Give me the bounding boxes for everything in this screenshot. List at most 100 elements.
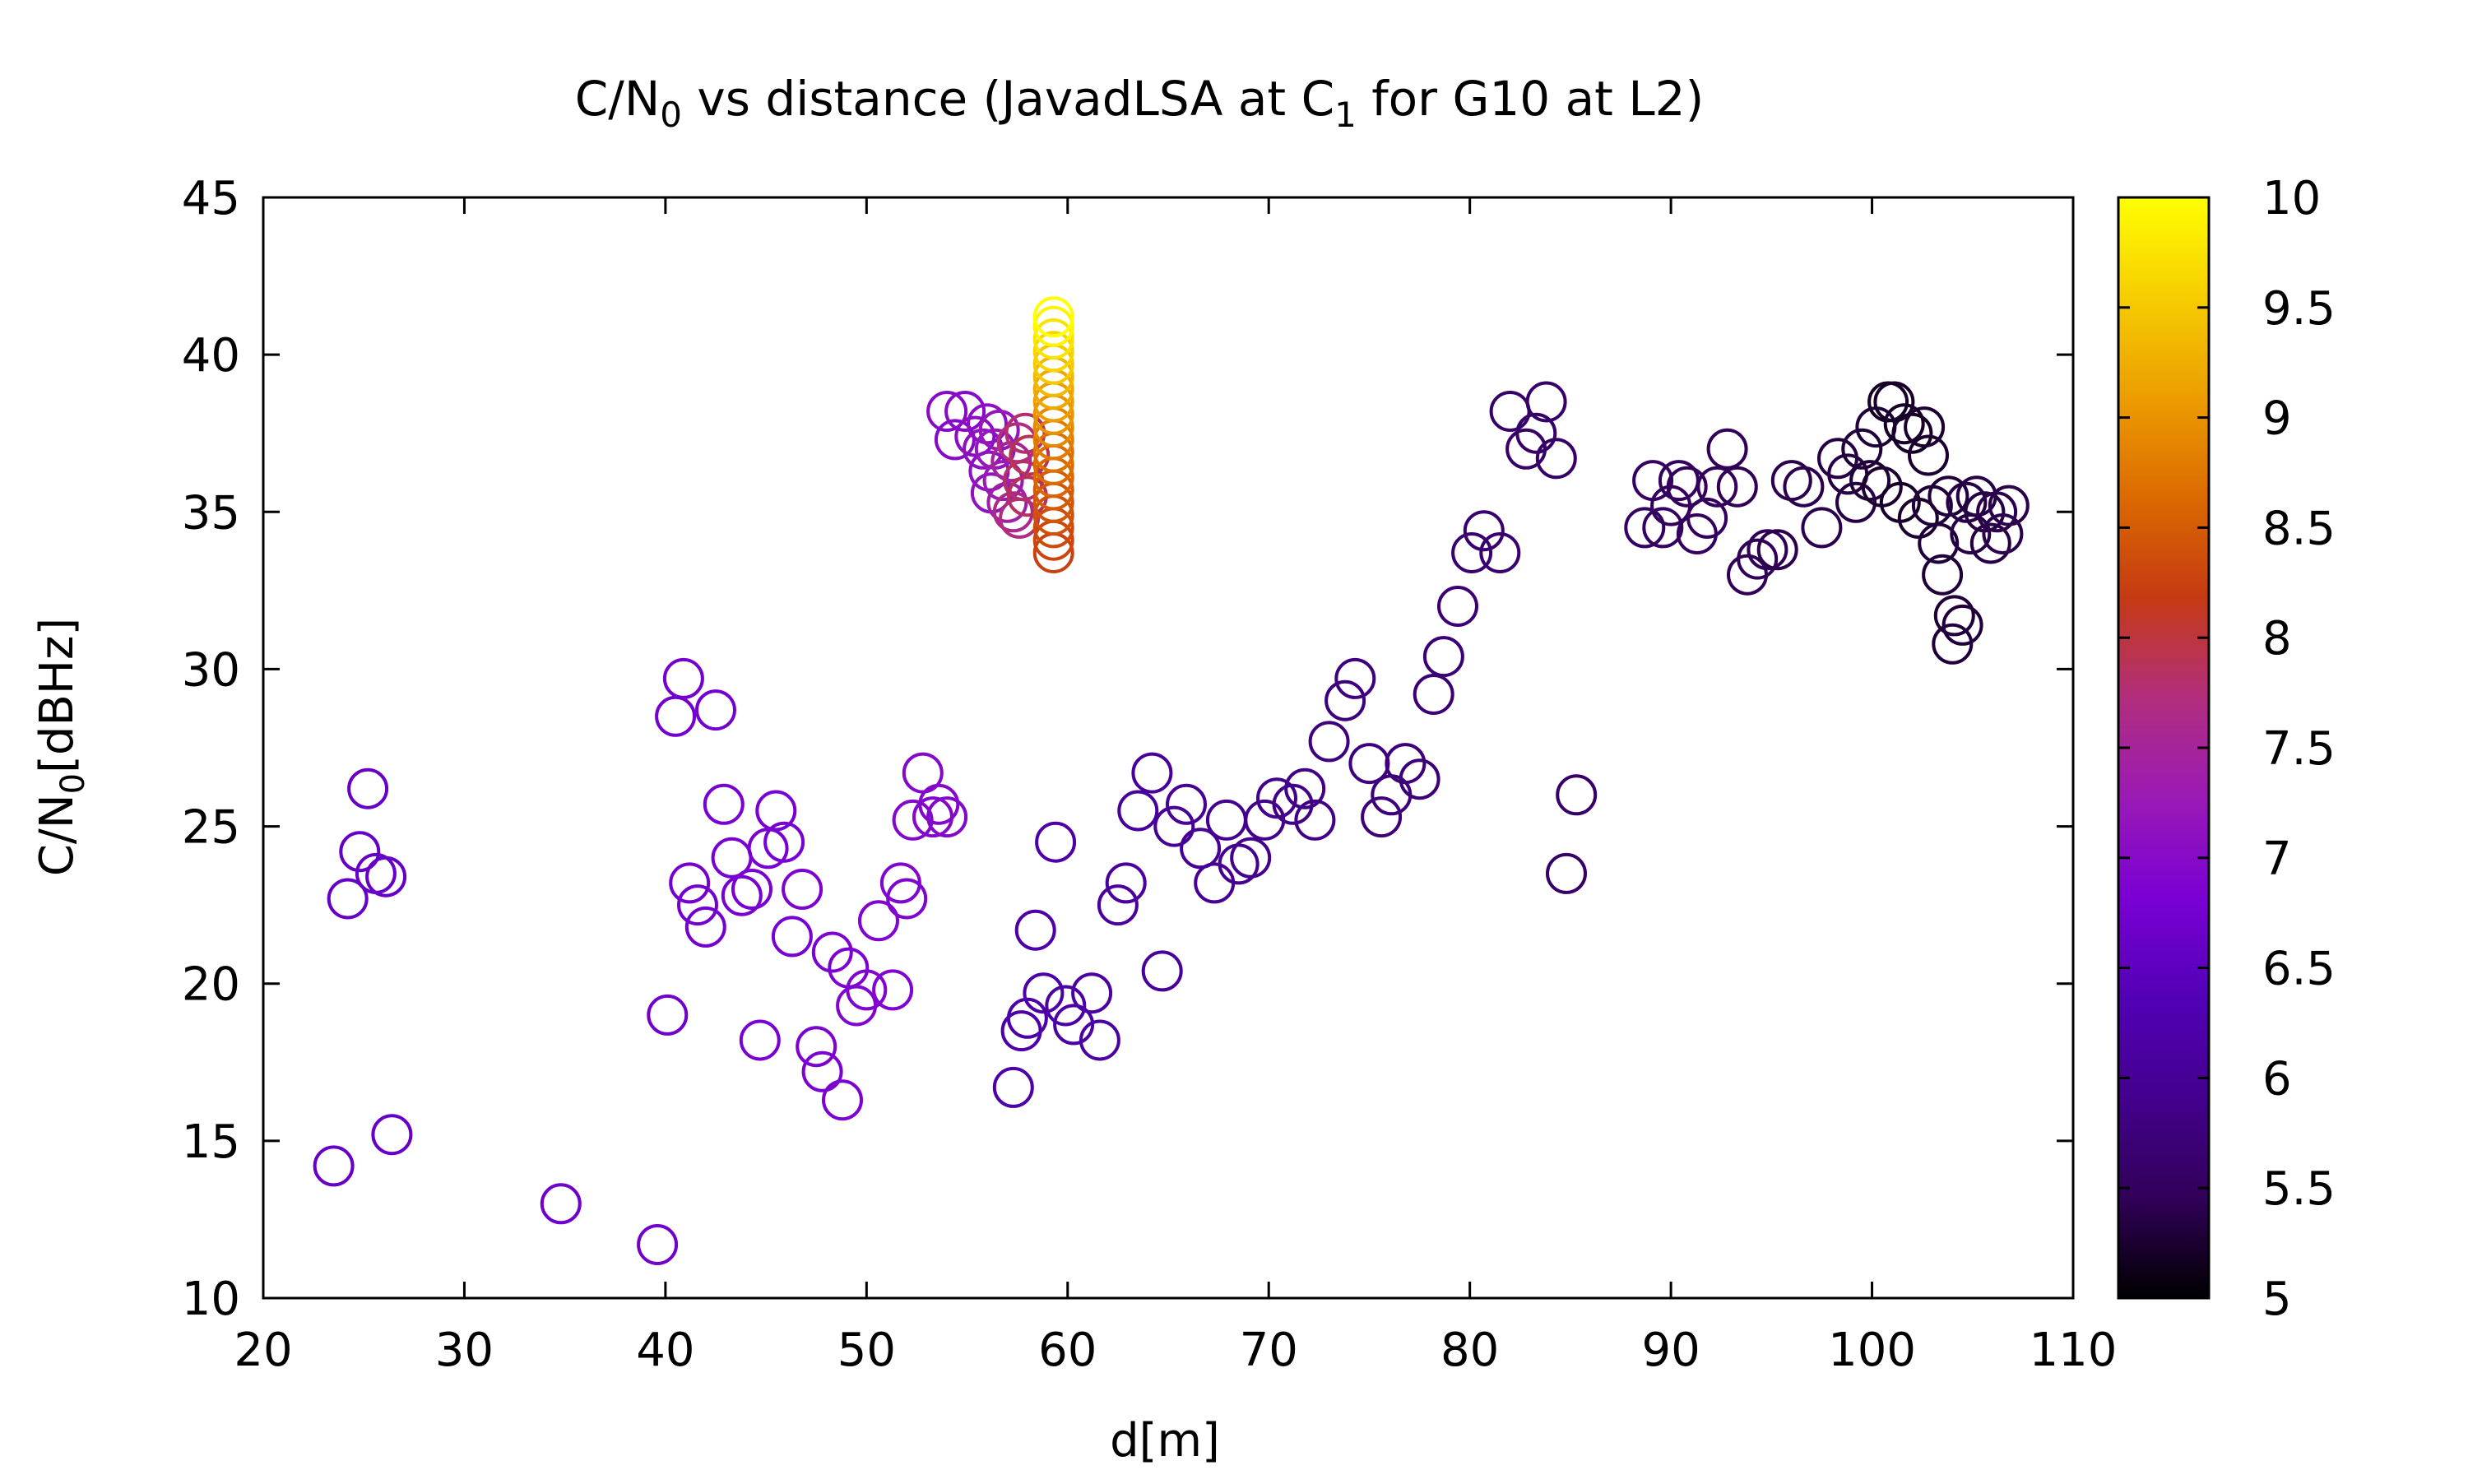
data-point: [371, 1114, 413, 1156]
data-point: [822, 1079, 863, 1121]
axes: 20 30 40 50 60 70 80 90 100 110 10 15 20 25 30 35 40 45: [182, 172, 2118, 1377]
data-point: [986, 481, 1028, 523]
data-point: [1624, 507, 1666, 549]
data-point: [858, 900, 899, 942]
data-point: [1385, 743, 1427, 785]
data-point: [1053, 1004, 1095, 1046]
data-point: [1642, 507, 1684, 549]
data-point: [1006, 997, 1048, 1039]
x-tick-label: 30: [435, 1324, 494, 1377]
chart-title: C/N0 vs distance (JavadLSA at C1 for G10…: [575, 71, 1704, 135]
data-point: [755, 790, 797, 832]
data-point: [637, 1224, 679, 1265]
data-point: [327, 878, 369, 920]
data-point: [703, 783, 745, 825]
data-point: [1556, 774, 1598, 816]
data-point: [1933, 595, 1975, 637]
data-point: [992, 491, 1034, 533]
x-axis-label: d[m]: [1110, 1414, 1220, 1468]
data-point: [982, 460, 1024, 502]
colorbar-tick-label: 7: [2262, 832, 2292, 886]
y-axis-label-subscript: 0: [54, 773, 92, 794]
data-point: [1272, 783, 1314, 825]
y-tick-label: 35: [182, 486, 240, 540]
x-tick-label: 40: [636, 1324, 694, 1377]
data-point: [1230, 837, 1272, 879]
data-point: [954, 415, 996, 457]
data-point: [1873, 381, 1915, 423]
colorbar-gradient: [2117, 196, 2211, 1300]
data-point: [1105, 862, 1147, 904]
data-point: [1969, 522, 2011, 564]
data-point: [926, 796, 968, 838]
data-point: [684, 906, 726, 948]
data-point: [801, 1050, 843, 1092]
data-point: [796, 1026, 837, 1068]
data-points: [313, 296, 2030, 1265]
data-point: [1479, 532, 1521, 573]
colorbar-tick-label: 5: [2262, 1273, 2292, 1326]
data-point: [739, 1019, 781, 1061]
data-point: [1883, 403, 1925, 445]
data-point: [1014, 909, 1056, 951]
data-point: [1284, 768, 1326, 809]
data-point: [1194, 862, 1236, 904]
chart-title-subscript: 1: [1334, 95, 1357, 135]
chart-title-part: vs distance (JavadLSA at C: [682, 71, 1334, 127]
y-tick-label: 25: [182, 801, 240, 855]
data-point: [339, 831, 381, 873]
data-point: [655, 695, 697, 737]
y-tick-label: 45: [182, 172, 240, 225]
data-point: [892, 799, 934, 841]
data-point: [1045, 985, 1087, 1027]
x-tick-label: 110: [2030, 1324, 2118, 1377]
data-point: [1437, 586, 1478, 627]
data-point: [846, 969, 888, 1011]
data-point: [1399, 758, 1440, 800]
x-tick-label: 80: [1440, 1324, 1499, 1377]
data-point: [1308, 721, 1350, 763]
data-point: [1071, 972, 1113, 1014]
data-point: [1166, 783, 1207, 825]
data-point: [1918, 522, 1960, 564]
colorbar-tick-label: 7.5: [2262, 722, 2336, 776]
data-point: [1205, 799, 1247, 841]
chart-title-subscript: 0: [660, 95, 682, 135]
data-point: [1244, 799, 1286, 841]
data-point: [669, 862, 711, 904]
data-point: [1922, 554, 1964, 596]
data-point: [1131, 752, 1173, 794]
data-point: [1153, 805, 1195, 847]
data-point: [1489, 391, 1531, 432]
x-tick-label: 70: [1240, 1324, 1298, 1377]
colorbar-tick-label: 6.5: [2262, 943, 2336, 996]
data-point: [1737, 538, 1779, 580]
data-point: [1783, 466, 1825, 508]
data-point: [1097, 884, 1139, 926]
data-point: [1841, 428, 1883, 470]
data-point: [1515, 412, 1557, 454]
data-point: [1801, 507, 1843, 549]
data-point: [872, 969, 914, 1011]
y-axis-label-part: C/N: [30, 794, 84, 876]
chart-title-part: for G10 at L2): [1357, 71, 1704, 127]
x-tick-label: 50: [837, 1324, 896, 1377]
data-point: [1117, 790, 1159, 832]
data-point: [1463, 510, 1505, 552]
data-point: [771, 916, 813, 958]
data-point: [1180, 828, 1222, 870]
data-point: [1747, 529, 1788, 571]
data-point: [1035, 821, 1077, 863]
colorbar-tick-label: 8: [2262, 612, 2292, 665]
data-point: [647, 994, 689, 1036]
data-point: [1535, 438, 1577, 480]
data-point: [926, 391, 968, 432]
data-point: [1141, 950, 1183, 992]
data-point: [1982, 513, 2024, 554]
data-point: [1004, 412, 1046, 454]
data-point: [1032, 296, 1074, 338]
data-point: [1686, 497, 1728, 539]
data-point: [1361, 796, 1403, 838]
data-point: [1904, 406, 1946, 448]
colorbar-tick-label: 5.5: [2262, 1162, 2336, 1216]
